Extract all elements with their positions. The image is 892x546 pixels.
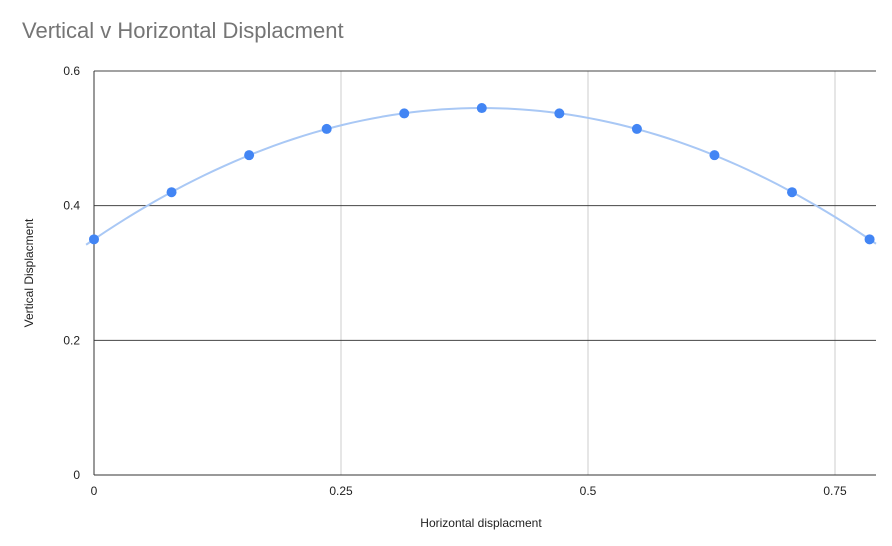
data-point[interactable] bbox=[476, 103, 487, 114]
data-point[interactable] bbox=[554, 108, 565, 119]
data-point[interactable] bbox=[787, 187, 798, 198]
grid-layer bbox=[93, 70, 876, 476]
data-point[interactable] bbox=[321, 123, 332, 134]
y-tick-label: 0.6 bbox=[63, 64, 80, 78]
data-point[interactable] bbox=[709, 150, 720, 161]
y-axis-title: Vertical Displacment bbox=[22, 218, 36, 327]
y-tick-label: 0.2 bbox=[63, 333, 80, 347]
trendline bbox=[85, 107, 877, 246]
x-tick-label: 0.75 bbox=[823, 484, 847, 498]
data-point[interactable] bbox=[89, 234, 99, 245]
x-axis-title: Horizontal displacment bbox=[420, 516, 542, 530]
x-tick-label: 0.25 bbox=[329, 484, 353, 498]
trendline-layer bbox=[85, 107, 877, 246]
data-point[interactable] bbox=[399, 108, 410, 119]
data-point[interactable] bbox=[631, 123, 642, 134]
tick-labels-layer: 0 0.25 0.5 0.75 0 0.2 0.4 0.6 bbox=[63, 64, 847, 498]
y-tick-label: 0 bbox=[73, 468, 80, 482]
data-point[interactable] bbox=[166, 187, 177, 198]
data-point[interactable] bbox=[244, 150, 255, 161]
y-tick-label: 0.4 bbox=[63, 199, 80, 213]
x-tick-label: 0.5 bbox=[580, 484, 597, 498]
x-tick-label: 0 bbox=[91, 484, 98, 498]
data-point[interactable] bbox=[864, 234, 875, 245]
chart-title: Vertical v Horizontal Displacment bbox=[22, 18, 344, 43]
points-layer bbox=[89, 103, 875, 245]
